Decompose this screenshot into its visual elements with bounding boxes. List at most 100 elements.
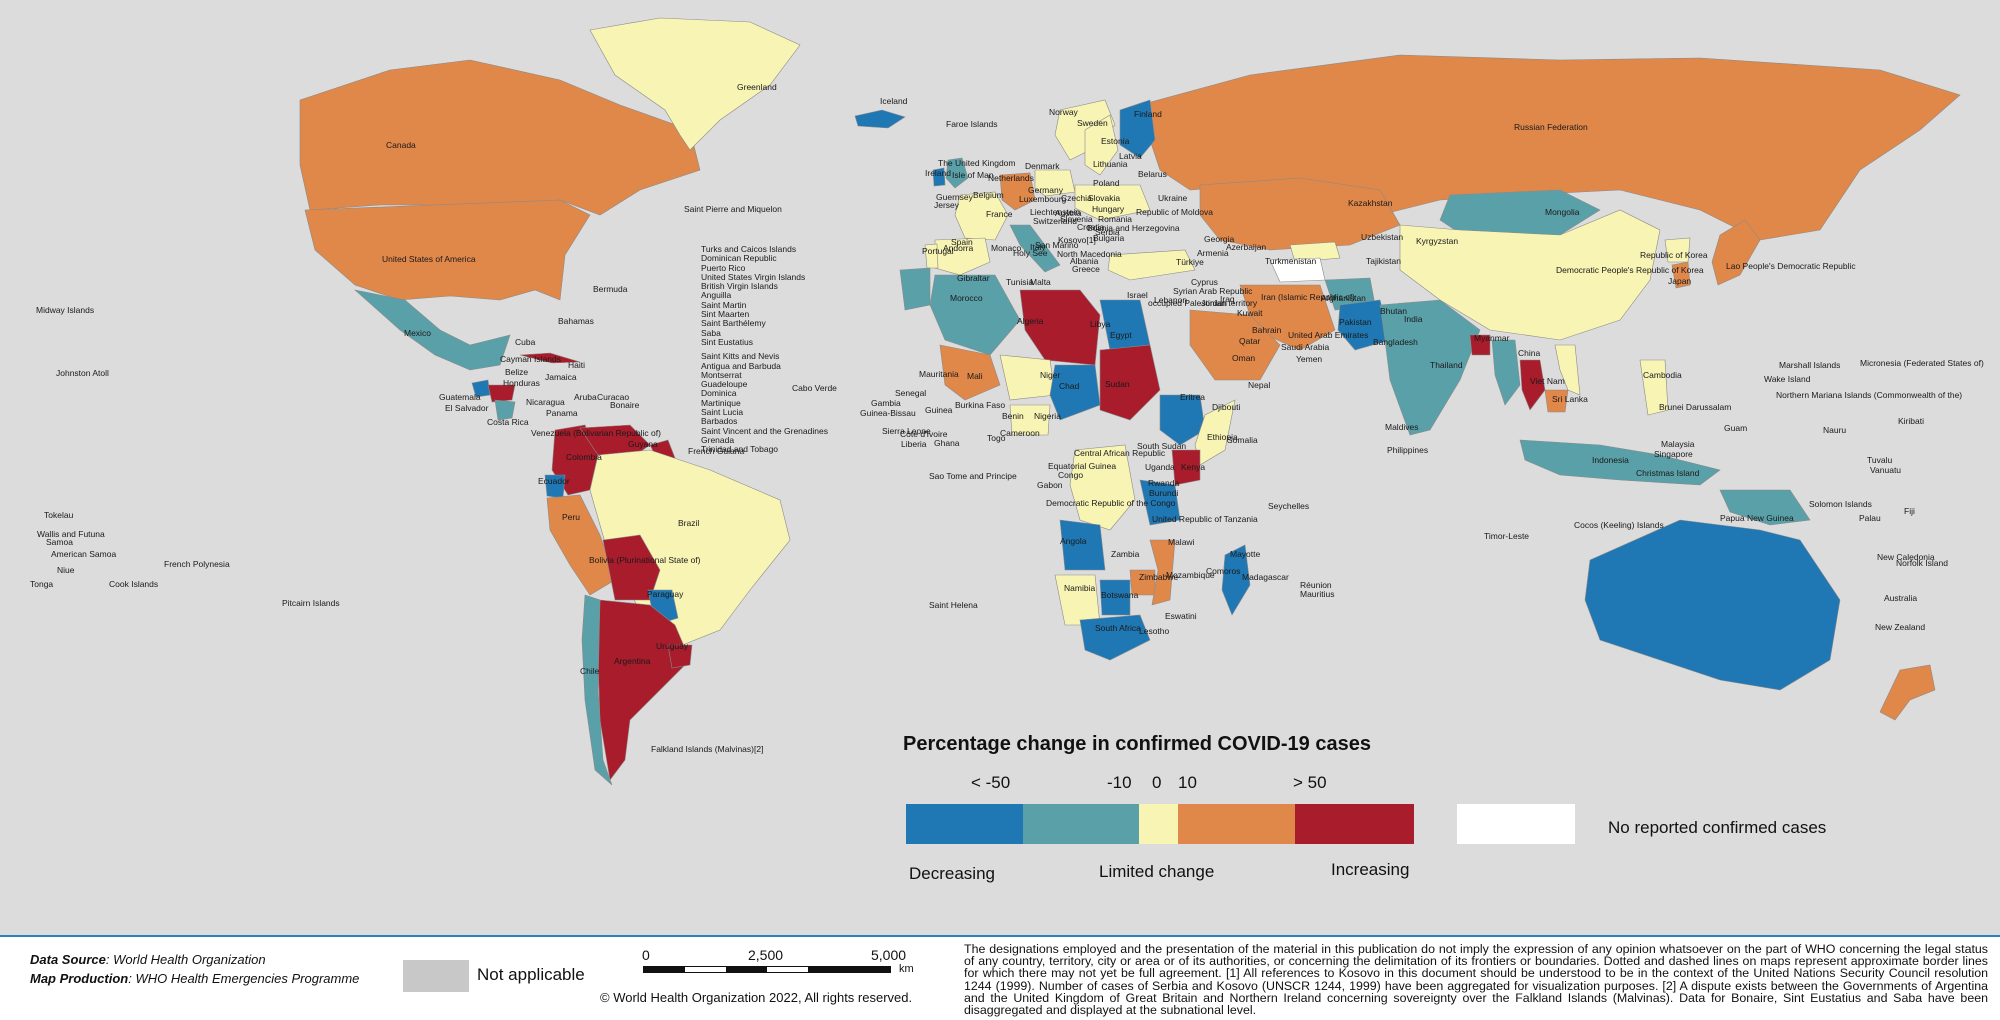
label-cabo-verde: Cabo Verde bbox=[792, 383, 837, 393]
label-mongolia: Mongolia bbox=[1545, 207, 1580, 217]
label-malawi: Malawi bbox=[1168, 537, 1195, 547]
legend-tick-max: > 50 bbox=[1293, 773, 1327, 792]
region-greenland bbox=[589, 17, 801, 151]
legend-tick-10: 10 bbox=[1178, 773, 1197, 792]
label-honduras: Honduras bbox=[503, 378, 540, 388]
region-uzbekistan bbox=[1289, 241, 1341, 263]
label-lao-people-s-democratic-republic: Lao People's Democratic Republic bbox=[1726, 261, 1856, 271]
label-portugal: Portugal bbox=[922, 246, 954, 256]
label-marshall-islands: Marshall Islands bbox=[1779, 360, 1841, 370]
legend-increasing-label: Increasing bbox=[1331, 860, 1410, 879]
label-burkina-faso: Burkina Faso bbox=[955, 400, 1006, 410]
caribbean-item-puerto-rico: Puerto Rico bbox=[701, 262, 746, 273]
label-saudi-arabia: Saudi Arabia bbox=[1281, 342, 1330, 352]
world-map: Greenland Iceland Faroe Islands Canada Saint… bbox=[30, 17, 1984, 883]
label-isle-of-man: Isle of Man bbox=[952, 170, 994, 180]
region-morocco bbox=[899, 267, 931, 311]
label-el-salvador: El Salvador bbox=[445, 403, 489, 413]
label-fiji: Fiji bbox=[1904, 506, 1915, 516]
label-republic-of-moldova: Republic of Moldova bbox=[1136, 207, 1214, 217]
region-pakistan bbox=[1337, 299, 1391, 351]
label-timor-leste: Timor-Leste bbox=[1484, 531, 1530, 541]
label-kuwait: Kuwait bbox=[1237, 308, 1263, 318]
label-south-africa: South Africa bbox=[1095, 623, 1141, 633]
label-ireland: Ireland bbox=[925, 168, 951, 178]
caribbean-item-sint-maarten: Sint Maarten bbox=[701, 309, 750, 320]
label-iceland: Iceland bbox=[880, 96, 908, 106]
label-andorra: Andorra bbox=[943, 243, 974, 253]
label-paraguay: Paraguay bbox=[647, 589, 684, 599]
region-kenya bbox=[1171, 449, 1201, 486]
label-italy: Italy bbox=[1030, 242, 1046, 252]
label-uruguay: Uruguay bbox=[656, 641, 689, 651]
label-belize: Belize bbox=[505, 367, 529, 377]
label-gambia: Gambia bbox=[871, 398, 901, 408]
label-sao-tome-and-principe: Sao Tome and Principe bbox=[929, 471, 1017, 481]
label-niue: Niue bbox=[57, 565, 75, 575]
scale-tick-2500: 2,500 bbox=[748, 947, 784, 963]
label-burundi: Burundi bbox=[1149, 488, 1179, 498]
label-rwanda: Rwanda bbox=[1148, 478, 1180, 488]
label-bahrain: Bahrain bbox=[1252, 325, 1282, 335]
label-liechtenstein: Liechtenstein bbox=[1030, 207, 1081, 217]
label-albania: Albania bbox=[1070, 256, 1099, 266]
label-uzbekistan: Uzbekistan bbox=[1361, 232, 1404, 242]
region-canada bbox=[299, 59, 701, 216]
caribbean-item-sint-eustatius: Sint Eustatius bbox=[701, 336, 753, 347]
region-argentina bbox=[597, 599, 691, 781]
disclaimer: The designations employed and the presen… bbox=[964, 942, 1988, 1018]
label-bhutan: Bhutan bbox=[1380, 306, 1407, 316]
region-uruguay bbox=[667, 644, 693, 669]
caribbean-item-antigua-and-barbuda: Antigua and Barbuda bbox=[701, 360, 781, 371]
label-new-caledonia: New Caledonia bbox=[1877, 552, 1935, 562]
label-sierra-leone: Sierra Leone bbox=[882, 426, 931, 436]
label-palau: Palau bbox=[1859, 513, 1881, 523]
label-mayotte: Mayotte bbox=[1230, 549, 1261, 559]
label-chad: Chad bbox=[1059, 381, 1080, 391]
label-namibia: Namibia bbox=[1064, 583, 1096, 593]
region-nicaragua bbox=[494, 399, 516, 421]
label-austria: Austria bbox=[1055, 208, 1082, 218]
region-saudi-arabia bbox=[1189, 309, 1281, 381]
label-nigeria: Nigeria bbox=[1034, 411, 1061, 421]
region-honduras bbox=[487, 384, 516, 403]
region-t-rkiye bbox=[1107, 249, 1196, 281]
label-somalia: Somalia bbox=[1227, 435, 1258, 445]
label-greece: Greece bbox=[1072, 264, 1100, 274]
label-uganda: Uganda bbox=[1145, 462, 1175, 472]
region-republic-of-korea bbox=[1671, 261, 1691, 289]
label-mauritius: Mauritius bbox=[1300, 589, 1335, 599]
label-georgia: Georgia bbox=[1204, 234, 1235, 244]
label-democratic-people-s-republic-of-korea: Democratic People's Republic of Korea bbox=[1556, 265, 1704, 275]
label-croatia: Croatia bbox=[1077, 222, 1105, 232]
label-thailand: Thailand bbox=[1430, 360, 1463, 370]
label-tajikistan: Tajikistan bbox=[1366, 256, 1401, 266]
scale-tick-5000: 5,000 bbox=[871, 947, 907, 963]
label-india: India bbox=[1404, 314, 1423, 324]
label-american-samoa: American Samoa bbox=[51, 549, 117, 559]
caribbean-item-turks-and-caicos-islands: Turks and Caicos Islands bbox=[701, 244, 797, 254]
label-philippines: Philippines bbox=[1387, 445, 1429, 455]
region-peru bbox=[546, 494, 616, 596]
label-iraq: Iraq bbox=[1220, 294, 1235, 304]
label-jordan: Jordan bbox=[1201, 298, 1227, 308]
region-japan bbox=[1711, 219, 1761, 286]
region-ukraine bbox=[1074, 184, 1151, 221]
label-slovakia: Slovakia bbox=[1088, 193, 1121, 203]
region-viet-nam bbox=[1554, 344, 1581, 396]
label-mozambique: Mozambique bbox=[1166, 570, 1215, 580]
legend-swatch-limited-change bbox=[1139, 804, 1178, 844]
label-guinea-bissau: Guinea-Bissau bbox=[860, 408, 916, 418]
label-qatar: Qatar bbox=[1239, 336, 1261, 346]
label-yemen: Yemen bbox=[1296, 354, 1323, 364]
region-bolivia bbox=[602, 534, 661, 601]
label-ecuador: Ecuador bbox=[538, 476, 570, 486]
not-applicable-label: Not applicable bbox=[477, 965, 585, 984]
caribbean-item-saint-martin: Saint Martin bbox=[701, 299, 747, 310]
legend-limited-label: Limited change bbox=[1099, 862, 1215, 881]
data-source-label: Data Source bbox=[30, 952, 106, 967]
caribbean-item-dominican-republic: Dominican Republic bbox=[701, 253, 777, 264]
label-holy-see: Holy See bbox=[1013, 248, 1048, 258]
label-kiribati: Kiribati bbox=[1898, 416, 1924, 426]
region-cambodia bbox=[1544, 389, 1569, 413]
